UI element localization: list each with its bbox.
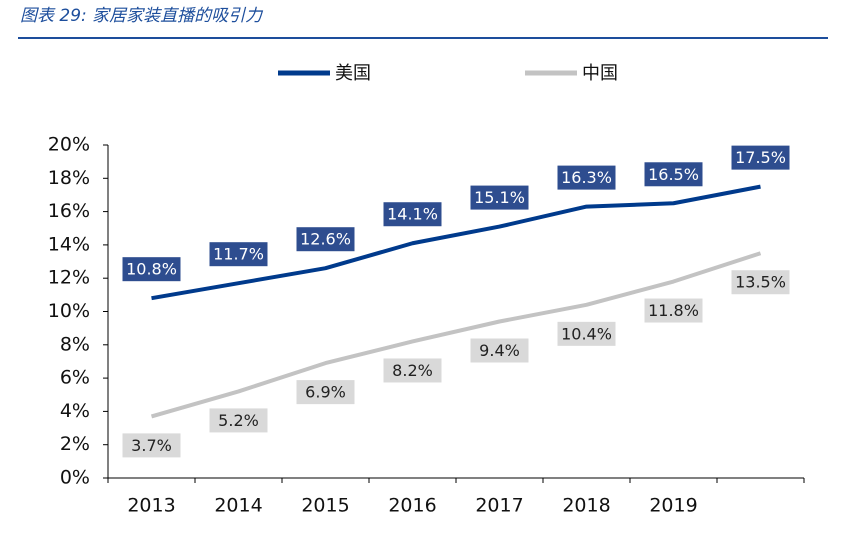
y-tick-label: 0% xyxy=(60,467,90,489)
data-label-box xyxy=(209,408,268,433)
data-label: 12.6% xyxy=(300,230,351,249)
y-tick-label: 14% xyxy=(48,233,90,255)
data-label: 6.9% xyxy=(305,383,346,402)
data-label-box xyxy=(383,358,442,383)
data-label-box xyxy=(296,380,355,405)
data-label-box xyxy=(557,321,616,346)
x-tick-label: 2013 xyxy=(127,495,175,517)
x-tick-label: 2016 xyxy=(388,495,436,517)
legend-label: 美国 xyxy=(335,63,371,84)
y-tick-label: 16% xyxy=(48,200,90,222)
series-line xyxy=(151,184,761,301)
data-label-box xyxy=(470,185,529,210)
series-line xyxy=(150,251,762,419)
data-label-box xyxy=(296,227,355,252)
data-label: 15.1% xyxy=(474,188,525,207)
data-label: 11.7% xyxy=(213,245,264,264)
data-label: 10.8% xyxy=(126,260,177,279)
x-tick-label: 2019 xyxy=(649,495,697,517)
data-label-box xyxy=(122,433,181,458)
data-label: 16.5% xyxy=(648,165,699,184)
y-tick-label: 8% xyxy=(60,333,90,355)
data-label: 10.4% xyxy=(561,324,612,343)
data-label: 9.4% xyxy=(479,341,520,360)
data-label-box xyxy=(122,257,181,282)
data-label: 14.1% xyxy=(387,205,438,224)
y-tick-label: 2% xyxy=(60,433,90,455)
data-label: 13.5% xyxy=(735,273,786,292)
data-label-box xyxy=(383,202,442,227)
y-tick-label: 10% xyxy=(48,300,90,322)
data-label-box xyxy=(731,270,790,295)
y-tick-label: 6% xyxy=(60,367,90,389)
data-label: 8.2% xyxy=(392,361,433,380)
data-label: 3.7% xyxy=(131,436,172,455)
legend-label: 中国 xyxy=(582,63,618,84)
data-label: 16.3% xyxy=(561,168,612,187)
data-label-box xyxy=(644,298,703,323)
x-tick-label: 2015 xyxy=(301,495,349,517)
x-tick-label: 2018 xyxy=(562,495,610,517)
data-label-box xyxy=(644,162,703,187)
x-tick-label: 2017 xyxy=(475,495,523,517)
x-tick-label: 2014 xyxy=(214,495,262,517)
data-label-box xyxy=(209,242,268,267)
data-label: 11.8% xyxy=(648,301,699,320)
y-tick-label: 12% xyxy=(48,267,90,289)
data-label-box xyxy=(557,165,616,190)
chart-title: 图表 29: 家居家装直播的吸引力 xyxy=(20,6,264,26)
y-tick-label: 18% xyxy=(48,167,90,189)
data-label: 5.2% xyxy=(218,411,259,430)
data-label-box xyxy=(470,338,529,363)
y-tick-label: 4% xyxy=(60,400,90,422)
y-tick-label: 20% xyxy=(48,134,90,156)
data-label-box xyxy=(731,145,790,170)
data-label: 17.5% xyxy=(735,148,786,167)
